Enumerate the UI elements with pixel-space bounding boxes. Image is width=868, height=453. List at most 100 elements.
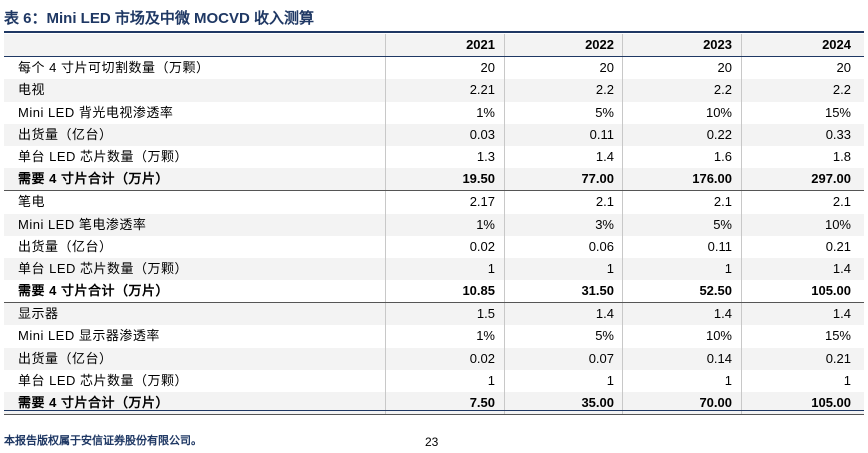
cell-2023: 2.1 <box>713 194 732 210</box>
cell-2022: 2.2 <box>595 82 614 98</box>
cell-2024: 10% <box>824 216 851 232</box>
column-divider <box>741 392 742 415</box>
cell-2021: 1 <box>487 372 495 388</box>
cell-2023: 176.00 <box>692 171 732 187</box>
copyright-notice: 本报告版权属于安信证券股份有限公司。 <box>4 435 202 447</box>
cell-2021: 0.02 <box>469 350 495 366</box>
column-divider <box>504 79 505 102</box>
column-divider <box>504 101 505 124</box>
row-label: Mini LED 背光电视渗透率 <box>18 104 174 120</box>
cell-2023: 1.6 <box>713 148 732 164</box>
table-row: 单台 LED 芯片数量（万颗） 1 1 1 1.4 <box>4 257 864 281</box>
row-label: 每个 4 寸片可切割数量（万颗） <box>18 60 210 76</box>
header-2024: 2024 <box>822 37 851 52</box>
column-divider <box>504 257 505 281</box>
cell-2023: 1 <box>724 372 732 388</box>
row-label: 出货量（亿台） <box>18 238 113 254</box>
header-2023: 2023 <box>703 37 732 52</box>
column-divider <box>385 101 386 124</box>
cell-2024: 2.2 <box>832 82 851 98</box>
column-divider <box>622 79 623 102</box>
column-divider <box>504 325 505 348</box>
column-divider <box>741 213 742 236</box>
row-label: 需要 4 寸片合计（万片） <box>18 395 169 410</box>
cell-2021: 1.5 <box>476 306 495 322</box>
column-divider <box>622 101 623 124</box>
column-divider <box>504 347 505 370</box>
column-divider <box>622 325 623 348</box>
row-label: 显示器 <box>18 306 59 322</box>
column-divider <box>741 369 742 392</box>
table-row: Mini LED 背光电视渗透率 1% 5% 10% 15% <box>4 101 864 124</box>
column-divider <box>504 369 505 392</box>
cell-2023: 2.2 <box>713 82 732 98</box>
cell-2022: 3% <box>595 216 614 232</box>
column-divider <box>385 57 386 80</box>
table-total-row: 需要 4 寸片合计（万片） 19.50 77.00 176.00 297.00 <box>4 168 864 192</box>
cell-2023: 10% <box>705 328 732 344</box>
column-divider <box>385 392 386 415</box>
row-label: 单台 LED 芯片数量（万颗） <box>18 260 189 276</box>
table-row: 出货量（亿台） 0.03 0.11 0.22 0.33 <box>4 123 864 146</box>
cell-2022: 0.11 <box>589 126 614 142</box>
column-divider <box>741 79 742 102</box>
cell-2023: 5% <box>713 216 732 232</box>
cell-2022: 1.4 <box>595 148 614 164</box>
table-row: Mini LED 笔电渗透率 1% 3% 5% 10% <box>4 213 864 236</box>
footer-divider <box>4 410 864 411</box>
cell-2022: 5% <box>595 328 614 344</box>
cell-2022: 77.00 <box>581 171 614 187</box>
column-divider <box>385 235 386 258</box>
cell-2024: 20 <box>836 60 851 76</box>
row-label: 单台 LED 芯片数量（万颗） <box>18 372 189 388</box>
cell-2021: 2.21 <box>469 82 495 98</box>
column-divider <box>504 57 505 80</box>
table-row: 显示器 1.5 1.4 1.4 1.4 <box>4 303 864 326</box>
cell-2021: 1% <box>476 328 495 344</box>
column-divider <box>622 191 623 214</box>
column-divider <box>385 280 386 303</box>
header-2022: 2022 <box>585 37 614 52</box>
cell-2021: 1 <box>487 260 495 276</box>
column-divider <box>741 280 742 303</box>
table-row: 出货量（亿台） 0.02 0.06 0.11 0.21 <box>4 235 864 258</box>
table-row: 电视 2.21 2.2 2.2 2.2 <box>4 79 864 102</box>
row-label: 笔电 <box>18 194 46 210</box>
cell-2024: 15% <box>824 104 851 120</box>
row-label: 需要 4 寸片合计（万片） <box>18 171 169 187</box>
table-row: Mini LED 显示器渗透率 1% 5% 10% 15% <box>4 325 864 348</box>
cell-2021: 20 <box>480 60 495 76</box>
cell-2023: 10% <box>705 104 732 120</box>
cell-2024: 2.1 <box>832 194 851 210</box>
column-divider <box>741 325 742 348</box>
cell-2021: 1.3 <box>476 148 495 164</box>
cell-2023: 0.22 <box>706 126 732 142</box>
cell-2022: 20 <box>599 60 614 76</box>
cell-2024: 0.33 <box>825 126 851 142</box>
column-divider <box>504 303 505 326</box>
cell-2024: 1.4 <box>832 260 851 276</box>
table-header-row: 2021 2022 2023 2024 <box>4 34 864 58</box>
column-divider <box>741 257 742 281</box>
column-divider <box>385 303 386 326</box>
cell-2023: 70.00 <box>699 395 732 410</box>
column-divider <box>385 123 386 146</box>
cell-2024: 0.21 <box>825 350 851 366</box>
column-divider <box>741 303 742 326</box>
cell-2024: 1.4 <box>832 306 851 322</box>
column-divider <box>385 79 386 102</box>
column-divider <box>622 347 623 370</box>
cell-2021: 10.85 <box>462 283 495 299</box>
column-divider <box>741 123 742 146</box>
cell-2021: 0.03 <box>469 126 495 142</box>
column-divider <box>504 392 505 415</box>
column-divider <box>741 347 742 370</box>
column-divider <box>622 235 623 258</box>
cell-2022: 35.00 <box>581 395 614 410</box>
column-divider <box>385 257 386 281</box>
cell-2023: 20 <box>717 60 732 76</box>
column-divider <box>385 168 386 191</box>
column-divider <box>622 392 623 415</box>
cell-2022: 1 <box>606 372 614 388</box>
column-divider <box>504 145 505 169</box>
